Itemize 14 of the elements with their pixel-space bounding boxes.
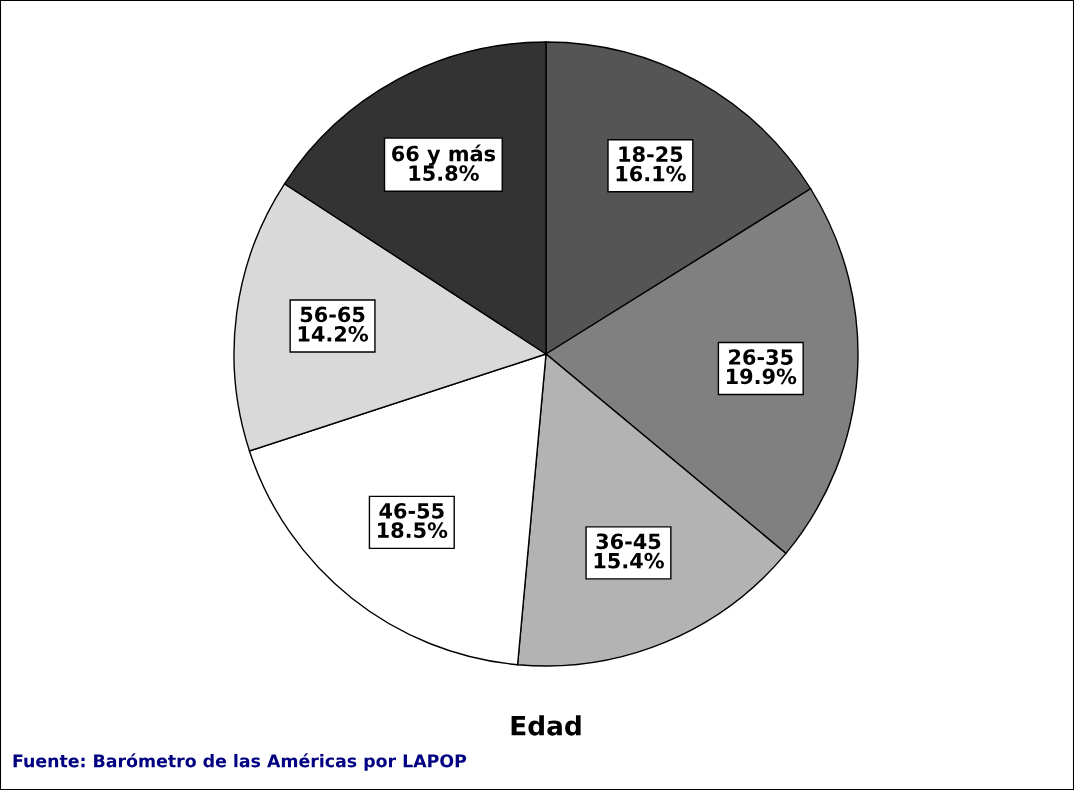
slice-label: 66 y más [392,144,496,166]
slice-label: 18-25 [619,146,683,163]
data-label: 16.1% [616,165,686,182]
data-label: 18.5% [378,522,448,539]
data-label: 14.2% [298,325,369,342]
text: Edad [511,715,581,736]
slice-label: 26-35 [729,349,793,365]
data-label: 19.9% [727,368,797,385]
slice-label: 56-65 [300,306,365,323]
source-note: Fuente: Barómetro de las Américas por LAPOP [13,753,467,771]
data-label: 15.4% [594,552,664,569]
data-label: 15.8% [409,165,479,181]
slice-label: 36-45 [596,533,661,550]
slice-label: 46-55 [379,502,444,519]
